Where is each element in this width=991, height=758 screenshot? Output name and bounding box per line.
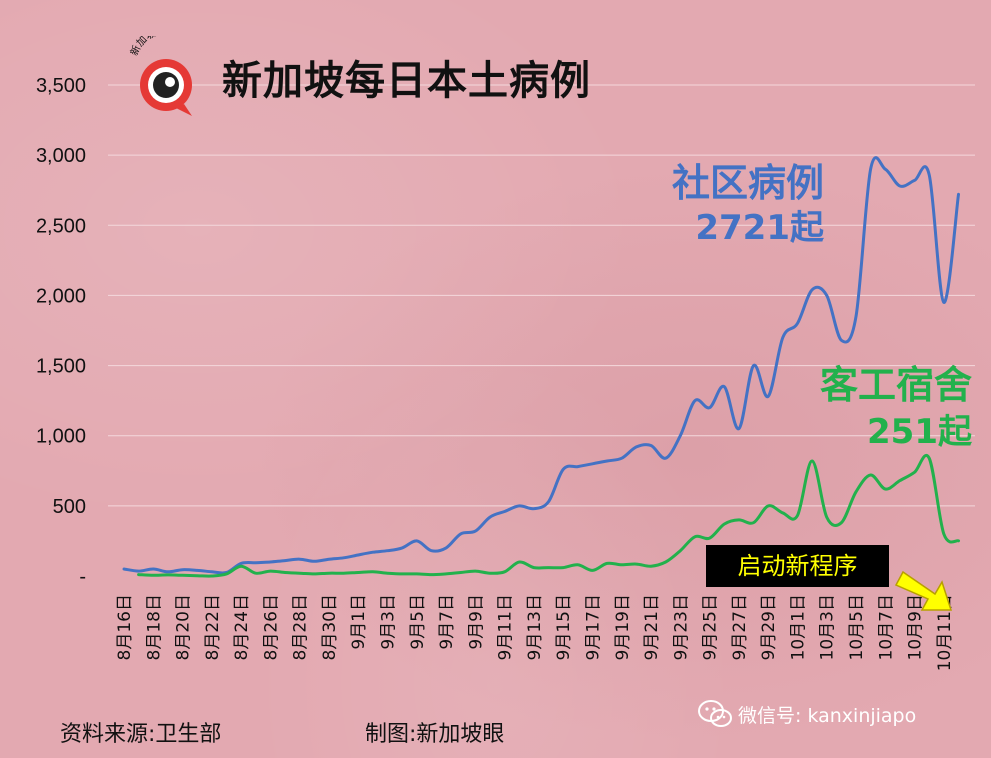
y-tick-label: 2,500: [36, 215, 86, 237]
x-tick-label: 9月25日: [701, 594, 721, 660]
x-tick-label: 9月7日: [437, 594, 457, 650]
x-tick-label: 10月7日: [876, 594, 896, 660]
new-program-badge: 启动新程序: [706, 545, 889, 587]
x-tick-label: 9月27日: [730, 594, 750, 660]
x-tick-label: 9月3日: [379, 594, 399, 650]
x-tick-label: 8月20日: [174, 594, 194, 660]
x-tick-label: 8月30日: [320, 594, 340, 660]
x-tick-label: 8月18日: [144, 594, 164, 660]
y-tick-label: 1,500: [36, 356, 86, 378]
x-tick-label: 9月17日: [583, 594, 603, 660]
x-tick-label: 8月16日: [115, 594, 135, 660]
y-tick-label: 3,000: [36, 145, 86, 167]
x-tick-label: 9月23日: [671, 594, 691, 660]
x-tick-label: 9月19日: [613, 594, 633, 660]
made-by-note: 制图:新加坡眼: [365, 722, 505, 747]
arrow-icon: [894, 570, 953, 611]
logo: 新加坡眼: [126, 25, 206, 123]
y-tick-label: 1,000: [36, 426, 86, 448]
x-tick-label: 10月5日: [847, 594, 867, 660]
x-tick-label: 9月1日: [349, 594, 369, 650]
dormitory-label: 客工宿舍: [819, 363, 972, 407]
x-tick-label: 9月5日: [408, 594, 428, 650]
x-tick-label: 8月26日: [261, 594, 281, 660]
svg-text:新加坡眼: 新加坡眼: [127, 36, 166, 58]
dormitory-cases-line: [137, 454, 960, 578]
community-label: 社区病例: [671, 161, 824, 205]
community-cases-line: [122, 156, 960, 575]
source-note: 资料来源:卫生部: [60, 722, 222, 747]
x-tick-label: 8月24日: [232, 594, 252, 660]
x-tick-label: 10月11日: [935, 594, 955, 671]
y-tick-label: 500: [53, 496, 86, 518]
x-tick-label: 10月1日: [788, 594, 808, 660]
community-value: 2721起: [695, 208, 824, 248]
y-tick-label: 2,000: [36, 285, 86, 307]
x-tick-label: 9月15日: [554, 594, 574, 660]
x-tick-label: 9月9日: [466, 594, 486, 650]
x-tick-label: 8月28日: [291, 594, 311, 660]
wechat-icon: [698, 700, 732, 727]
chart-title: 新加坡每日本土病例: [222, 58, 591, 104]
wechat-text: 微信号: kanxinjiapo: [738, 704, 917, 727]
x-tick-label: 9月13日: [525, 594, 545, 660]
logo-eye-icon: 新加坡眼: [127, 25, 192, 116]
x-tick-label: 9月29日: [759, 594, 779, 660]
x-tick-label: 9月11日: [496, 594, 516, 660]
y-tick-label: 3,500: [36, 75, 86, 97]
dormitory-value: 251起: [867, 412, 972, 452]
gridlines: [108, 84, 975, 507]
wechat-id: 微信号: kanxinjiapo: [698, 697, 916, 731]
x-tick-label: 8月22日: [203, 594, 223, 660]
x-axis-ticks: 8月16日 8月18日 8月20日 8月22日 8月24日 8月26日 8月28日 8月30日…: [115, 594, 955, 671]
x-tick-label: 10月9日: [906, 594, 926, 660]
y-tick-label: -: [79, 566, 86, 588]
logo-text: 新加坡眼: [127, 25, 166, 58]
y-axis-ticks: - 500 1,000 1,500 2,000 2,500 3,000 3,500: [36, 75, 86, 588]
x-tick-label: 9月21日: [642, 594, 662, 660]
series-lines: [122, 156, 960, 578]
x-tick-label: 10月3日: [818, 594, 838, 660]
